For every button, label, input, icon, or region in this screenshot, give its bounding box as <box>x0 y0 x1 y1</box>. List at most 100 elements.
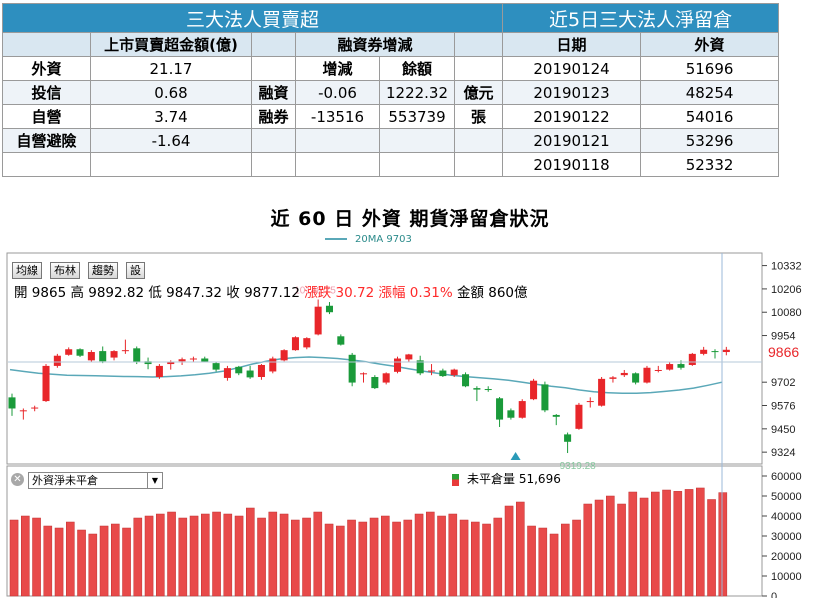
candle-body <box>609 377 617 379</box>
candle-body <box>654 369 662 371</box>
candle-body <box>405 354 413 360</box>
candle-body <box>632 373 640 383</box>
oi-bar <box>234 515 244 597</box>
marker-triangle-icon <box>510 452 521 460</box>
chevron-down-icon[interactable]: ▼ <box>147 473 162 488</box>
oi-bar <box>516 501 525 597</box>
oi-tick-label: 50000 <box>771 491 802 503</box>
high-label: 高 <box>70 285 84 301</box>
oi-bar <box>88 533 98 597</box>
oi-bar <box>279 513 289 597</box>
price-tick-label: 9702 <box>771 377 795 389</box>
oi-bar <box>246 507 255 597</box>
indicator-select[interactable]: 外資淨未平倉 ▼ <box>28 472 163 489</box>
oi-bar <box>381 515 390 597</box>
candle-body <box>246 370 254 378</box>
close-icon[interactable]: ✕ <box>11 473 24 486</box>
candle-body <box>87 352 95 361</box>
candle-body <box>223 368 231 378</box>
ma-button[interactable]: 均線 <box>12 262 42 279</box>
oi-bar <box>493 517 503 597</box>
price-tick-label: 9954 <box>771 331 795 343</box>
oi-bar <box>32 517 41 597</box>
buy-sell-column-header: 上市買賣超金額(億) <box>90 32 252 57</box>
trend-button[interactable]: 趨勢 <box>88 262 118 279</box>
margin-change: -13516 <box>295 104 380 129</box>
amount-value: 860億 <box>488 285 528 301</box>
oi-legend-label: 未平倉量 <box>467 472 516 486</box>
low-annotation: 9319.28 <box>560 461 597 472</box>
position-cell: 54016 <box>640 104 780 129</box>
candle-body <box>235 366 243 374</box>
oi-bar <box>358 521 368 597</box>
oi-bar <box>403 519 413 597</box>
candle-body <box>677 364 685 368</box>
oi-tick-label: 0 <box>771 591 777 598</box>
candle-body <box>428 370 436 372</box>
oi-bar <box>538 527 548 597</box>
candle-body <box>212 363 220 370</box>
open-value: 9865 <box>31 285 67 301</box>
price-tick-label: 9576 <box>771 401 795 413</box>
pct-value: 0.31% <box>409 285 453 301</box>
price-tick-label: 10332 <box>771 261 802 273</box>
oi-bar <box>527 525 536 597</box>
oi-bar <box>302 517 311 597</box>
candle-body <box>325 305 333 313</box>
oi-bar <box>21 515 30 597</box>
low-value: 9847.32 <box>166 285 222 301</box>
ma-legend-swatch <box>325 238 347 240</box>
price-tick-label: 9450 <box>771 424 795 436</box>
oi-bar <box>257 517 266 597</box>
date-cell: 20190122 <box>502 104 642 129</box>
last-price-label: 9866 <box>768 344 799 360</box>
date-column-header: 日期 <box>502 32 642 57</box>
candle-body <box>507 410 515 418</box>
candle-body <box>598 378 606 406</box>
candle-body <box>110 351 118 358</box>
position-cell: 52332 <box>640 152 780 177</box>
candle-body <box>473 388 481 390</box>
candle-body <box>462 374 470 387</box>
oi-bar <box>43 525 53 597</box>
oi-tick-label: 30000 <box>771 531 802 543</box>
price-panel-frame <box>6 252 763 465</box>
oi-bar <box>336 525 345 597</box>
net-position-title: 近5日三大法人淨留倉 <box>502 3 780 33</box>
candle-body <box>144 361 152 365</box>
candle-body <box>496 398 504 420</box>
candle-body <box>348 354 356 383</box>
settings-button[interactable]: 設 <box>126 262 145 279</box>
candle-body <box>518 401 526 418</box>
candle-body <box>722 349 730 353</box>
oi-bar <box>268 511 278 597</box>
candle-body <box>269 358 277 372</box>
oi-bar <box>628 491 638 597</box>
oi-bar <box>392 521 401 597</box>
oi-bar <box>437 515 446 597</box>
oi-bar <box>133 517 143 597</box>
oi-bar <box>122 527 131 597</box>
candle-body <box>575 404 583 429</box>
oi-bar <box>684 489 694 597</box>
price-tick-label: 10080 <box>771 307 802 319</box>
margin-change: -0.06 <box>295 80 380 105</box>
bollinger-button[interactable]: 布林 <box>50 262 80 279</box>
row-label: 自營 <box>2 104 91 129</box>
oi-bar <box>572 519 581 597</box>
candle-body <box>586 401 594 403</box>
candle-body <box>359 373 368 375</box>
candle-body <box>337 336 345 345</box>
oi-bar <box>426 511 435 597</box>
candle-body <box>620 372 628 376</box>
position-cell: 53296 <box>640 128 780 153</box>
date-cell: 20190118 <box>502 152 642 177</box>
candle-body <box>416 360 424 374</box>
candle-body <box>19 410 27 412</box>
high-value: 9892.82 <box>88 285 145 301</box>
high-annotation: 10148.75 <box>294 286 336 297</box>
candle-body <box>257 364 265 378</box>
candle-body <box>439 370 447 377</box>
chart-title: 近 60 日 外資 期貨淨留倉狀況 <box>270 208 550 230</box>
